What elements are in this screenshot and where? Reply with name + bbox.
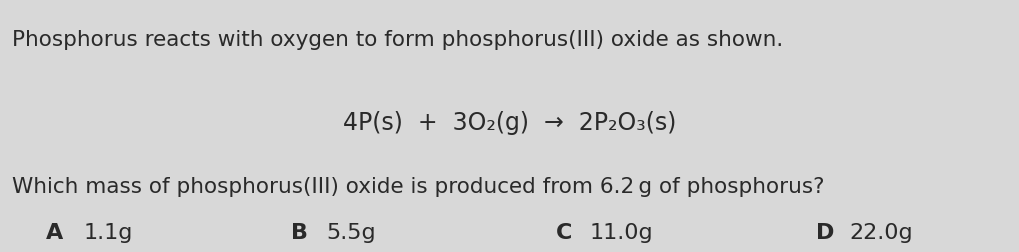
- Text: A: A: [46, 222, 63, 242]
- Text: Phosphorus reacts with oxygen to form phosphorus(III) oxide as shown.: Phosphorus reacts with oxygen to form ph…: [12, 30, 783, 50]
- Text: 5.5g: 5.5g: [326, 222, 376, 242]
- Text: B: B: [290, 222, 308, 242]
- Text: 4P(s)  +  3O₂(g)  →  2P₂O₃(s): 4P(s) + 3O₂(g) → 2P₂O₃(s): [343, 111, 676, 135]
- Text: 11.0g: 11.0g: [589, 222, 652, 242]
- Text: 22.0g: 22.0g: [849, 222, 912, 242]
- Text: 1.1g: 1.1g: [84, 222, 132, 242]
- Text: Which mass of phosphorus(III) oxide is produced from 6.2 g of phosphorus?: Which mass of phosphorus(III) oxide is p…: [12, 176, 824, 196]
- Text: C: C: [555, 222, 572, 242]
- Text: D: D: [815, 222, 834, 242]
